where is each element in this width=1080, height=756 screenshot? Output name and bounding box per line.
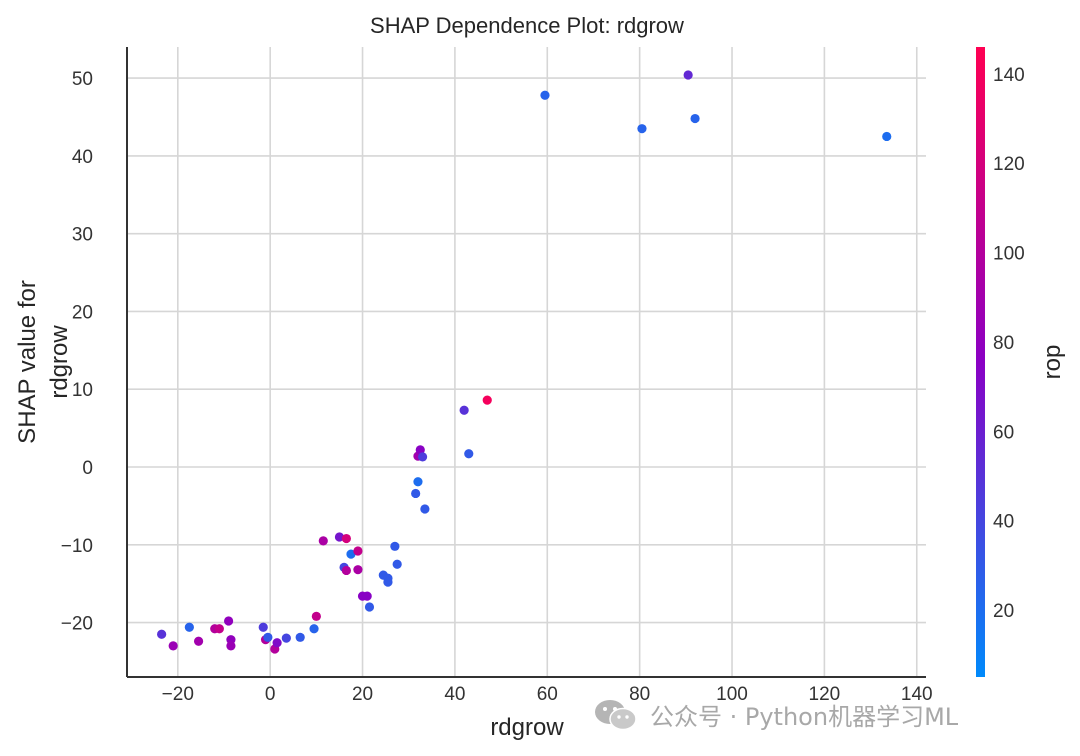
y-tick-label: 20 (72, 302, 93, 323)
y-tick-label: −20 (61, 614, 93, 635)
scatter-point (362, 591, 372, 601)
scatter-point (464, 449, 474, 459)
scatter-point (346, 549, 356, 559)
scatter-point (353, 565, 363, 575)
scatter-points (157, 70, 892, 654)
y-tick-label: 40 (72, 147, 93, 168)
x-tick-label: 120 (809, 684, 841, 705)
scatter-point (683, 70, 693, 80)
colorbar-tick-label: 120 (993, 154, 1025, 175)
scatter-point (193, 636, 204, 646)
scatter-point (309, 624, 319, 634)
scatter-point (459, 405, 469, 415)
colorbar-tick-labels: 20 40 60 80 100 120 140 (993, 65, 1025, 622)
scatter-point (882, 131, 892, 142)
colorbar (976, 47, 985, 677)
scatter-point (311, 611, 321, 621)
scatter-point (295, 632, 305, 642)
scatter-point (392, 559, 402, 569)
x-tick-label: 0 (265, 684, 276, 705)
y-tick-labels: −20 −10 0 10 20 30 40 50 (61, 69, 93, 634)
scatter-point (413, 477, 423, 487)
colorbar-tick-label: 40 (993, 512, 1014, 533)
y-tick-label: 30 (72, 225, 93, 246)
y-axis-label-line-2: rdgrow (46, 325, 73, 399)
watermark: 公众号 · Python机器学习ML (594, 697, 958, 732)
scatter-point (226, 641, 236, 651)
scatter-point (224, 616, 234, 626)
scatter-point (383, 577, 393, 587)
scatter-point (341, 533, 351, 544)
scatter-point (482, 395, 492, 405)
y-tick-label: 50 (72, 69, 93, 90)
x-tick-labels: −20 0 20 40 60 80 100 120 140 (162, 684, 933, 705)
chart-title: SHAP Dependence Plot: rdgrow (370, 13, 684, 38)
x-tick-label: 60 (537, 684, 558, 705)
y-axis-label: SHAP value for rdgrow (14, 280, 73, 444)
scatter-point (258, 622, 268, 632)
x-axis-label: rdgrow (490, 714, 564, 741)
scatter-point (690, 113, 700, 124)
x-tick-label: 140 (901, 684, 933, 705)
scatter-point (334, 532, 345, 542)
colorbar-tick-label: 80 (993, 333, 1014, 354)
x-tick-label: 100 (716, 684, 748, 705)
colorbar-tick-label: 140 (993, 65, 1025, 86)
x-tick-label: −20 (162, 684, 194, 705)
scatter-point (415, 445, 425, 455)
scatter-point (390, 541, 400, 551)
y-axis-label-line-1: SHAP value for (14, 280, 41, 444)
scatter-point (281, 633, 291, 643)
scatter-point (420, 504, 430, 514)
scatter-point (157, 629, 167, 639)
colorbar-tick-label: 20 (993, 601, 1014, 622)
scatter-point (272, 638, 282, 648)
wechat-icon (595, 699, 637, 730)
scatter-point (341, 565, 351, 576)
scatter-point (417, 452, 428, 462)
scatter-point (168, 641, 178, 651)
axes (126, 47, 926, 678)
scatter-point (214, 624, 224, 634)
colorbar-tick-label: 100 (993, 244, 1025, 265)
watermark-text: 公众号 · Python机器学习ML (650, 703, 959, 731)
scatter-point (411, 488, 421, 499)
y-tick-label: 0 (82, 458, 93, 479)
grid-lines (127, 47, 926, 677)
colorbar-tick-label: 60 (993, 422, 1014, 443)
scatter-point (184, 622, 194, 632)
scatter-point (353, 546, 363, 556)
scatter-point (540, 90, 550, 100)
x-tick-label: 80 (629, 684, 650, 705)
scatter-point (364, 602, 375, 612)
scatter-point (263, 632, 273, 642)
y-tick-label: 10 (72, 380, 93, 401)
colorbar-label: rop (1039, 345, 1066, 380)
x-tick-label: 40 (444, 684, 465, 705)
x-tick-label: 20 (352, 684, 373, 705)
scatter-point (318, 536, 328, 546)
y-tick-label: −10 (61, 536, 93, 557)
scatter-point (637, 124, 647, 134)
